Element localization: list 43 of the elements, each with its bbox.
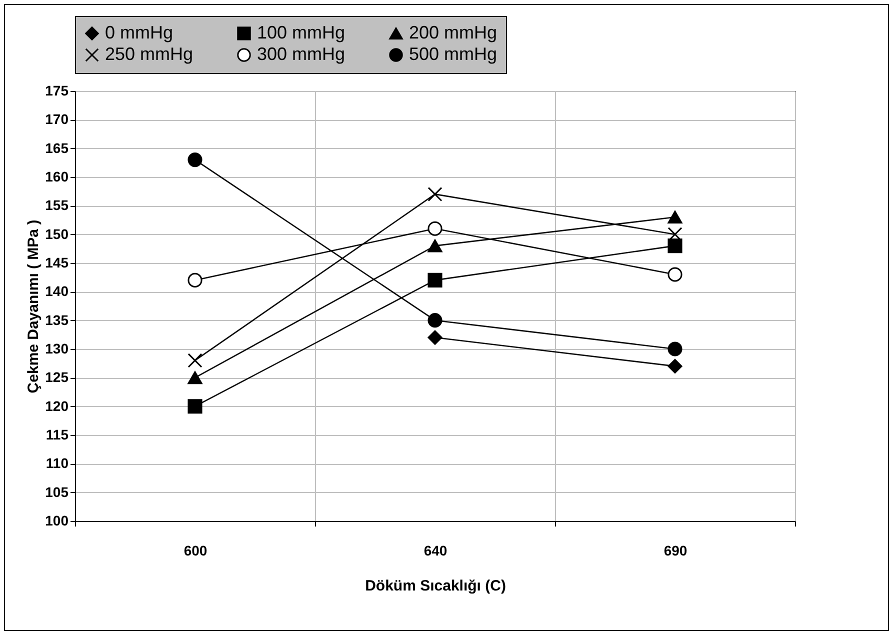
y-tick-label: 135 [45, 312, 69, 328]
y-tick-label: 165 [45, 140, 69, 156]
x-tick-label: 640 [424, 542, 448, 558]
point [188, 353, 202, 368]
y-tick-label: 125 [45, 369, 69, 386]
legend-label: 0 mmHg [105, 22, 174, 42]
y-tick-label: 130 [45, 340, 69, 356]
y-tick-label: 100 [45, 512, 69, 528]
y-tick-label: 160 [45, 168, 69, 184]
y-tick-label: 155 [45, 197, 69, 214]
x-axis-title: Döküm Sıcaklığı (C) [365, 578, 506, 594]
legend-label: 500 mmHg [409, 44, 498, 64]
point [428, 221, 442, 236]
x-tick-label: 690 [664, 542, 688, 558]
x-tick-label: 600 [184, 542, 208, 558]
y-tick-label: 150 [45, 226, 69, 242]
point [428, 186, 442, 202]
y-tick-label: 175 [45, 82, 69, 98]
legend-label: 100 mmHg [257, 22, 346, 42]
y-tick-label: 110 [46, 455, 69, 472]
point [668, 267, 682, 282]
y-tick-label: 115 [46, 426, 69, 442]
legend-label: 200 mmHg [409, 22, 498, 42]
point [188, 272, 202, 288]
point [668, 238, 682, 254]
point [428, 313, 442, 328]
point [668, 342, 682, 356]
y-tick-label: 140 [45, 283, 69, 300]
point [668, 210, 682, 224]
y-tick-label: 145 [45, 254, 69, 270]
legend-label: 300 mmHg [257, 44, 346, 64]
y-axis-title: Çekme Dayanımı ( MPa ) [25, 220, 42, 394]
y-tick-label: 120 [45, 398, 69, 414]
y-tick-label: 105 [45, 484, 69, 500]
point [188, 371, 202, 384]
point [428, 239, 442, 252]
point [188, 399, 202, 414]
point [668, 358, 682, 374]
y-tick-label: 170 [45, 111, 69, 128]
point [428, 272, 442, 288]
point [428, 330, 442, 345]
legend-label: 250 mmHg [105, 44, 194, 64]
point [188, 152, 202, 168]
